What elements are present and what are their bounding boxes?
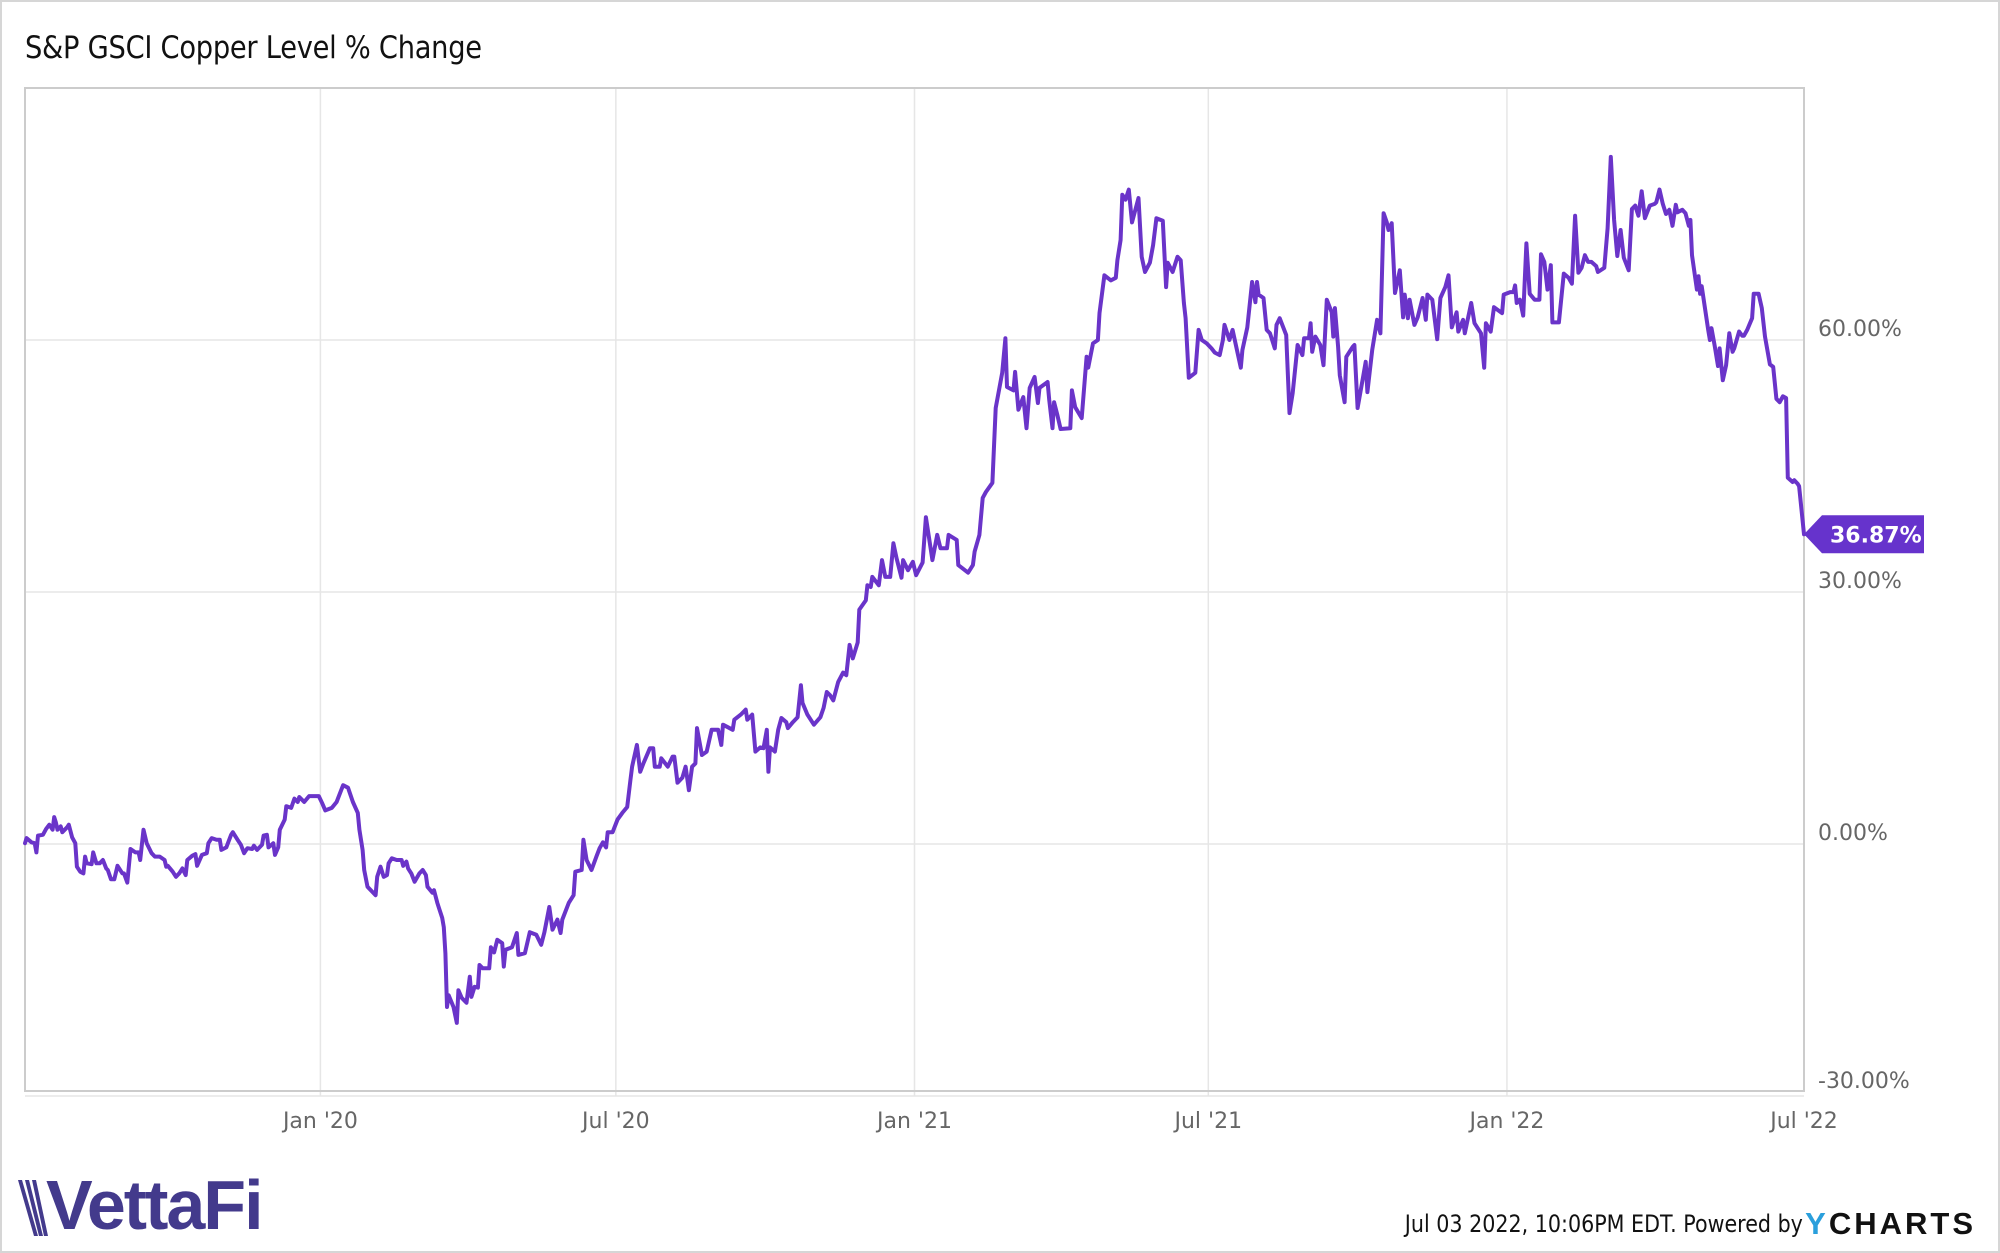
- plot-area: [24, 87, 1805, 1092]
- x-tick-label: Jan '21: [875, 1109, 952, 1134]
- chart-title: S&P GSCI Copper Level % Change: [25, 30, 482, 66]
- x-tick-label: Jan '20: [281, 1109, 358, 1134]
- y-tick-label: -30.00%: [1818, 1069, 1910, 1094]
- vettafi-logo-text: VettaFi: [46, 1166, 264, 1244]
- grid-lines: [25, 88, 1804, 1097]
- x-tick-label: Jul '20: [580, 1109, 650, 1134]
- x-tick-label: Jan '22: [1467, 1109, 1544, 1134]
- vettafi-stripes-icon: [18, 1180, 48, 1236]
- vettafi-logo: VettaFi: [18, 1166, 264, 1244]
- x-tick-label: Jul '21: [1172, 1109, 1242, 1134]
- last-value-flag: [1804, 515, 1924, 554]
- copper-series-line[interactable]: [23, 154, 1806, 1025]
- y-tick-label: 30.00%: [1818, 569, 1902, 594]
- last-value-label: 36.87%: [1804, 515, 1924, 554]
- ycharts-y-icon: Y: [1805, 1206, 1829, 1241]
- timestamp-text: Jul 03 2022, 10:06PM EDT. Powered by: [1405, 1210, 1804, 1238]
- footer: Jul 03 2022, 10:06PM EDT. Powered by YCH…: [1340, 1206, 1976, 1242]
- ycharts-logo[interactable]: YCHARTS: [1805, 1206, 1976, 1242]
- ycharts-wordmark: CHARTS: [1828, 1206, 1976, 1241]
- x-axis-labels: Jan '20 Jul '20 Jan '21 Jul '21 Jan '22 Jul '…: [281, 1109, 1838, 1134]
- y-axis-labels: -30.00% 0.00% 30.00% 60.00%: [1818, 317, 1910, 1094]
- y-tick-label: 0.00%: [1818, 821, 1888, 846]
- last-value-text: 36.87%: [1830, 523, 1922, 548]
- y-tick-label: 60.00%: [1818, 317, 1902, 342]
- x-tick-label: Jul '22: [1768, 1109, 1838, 1134]
